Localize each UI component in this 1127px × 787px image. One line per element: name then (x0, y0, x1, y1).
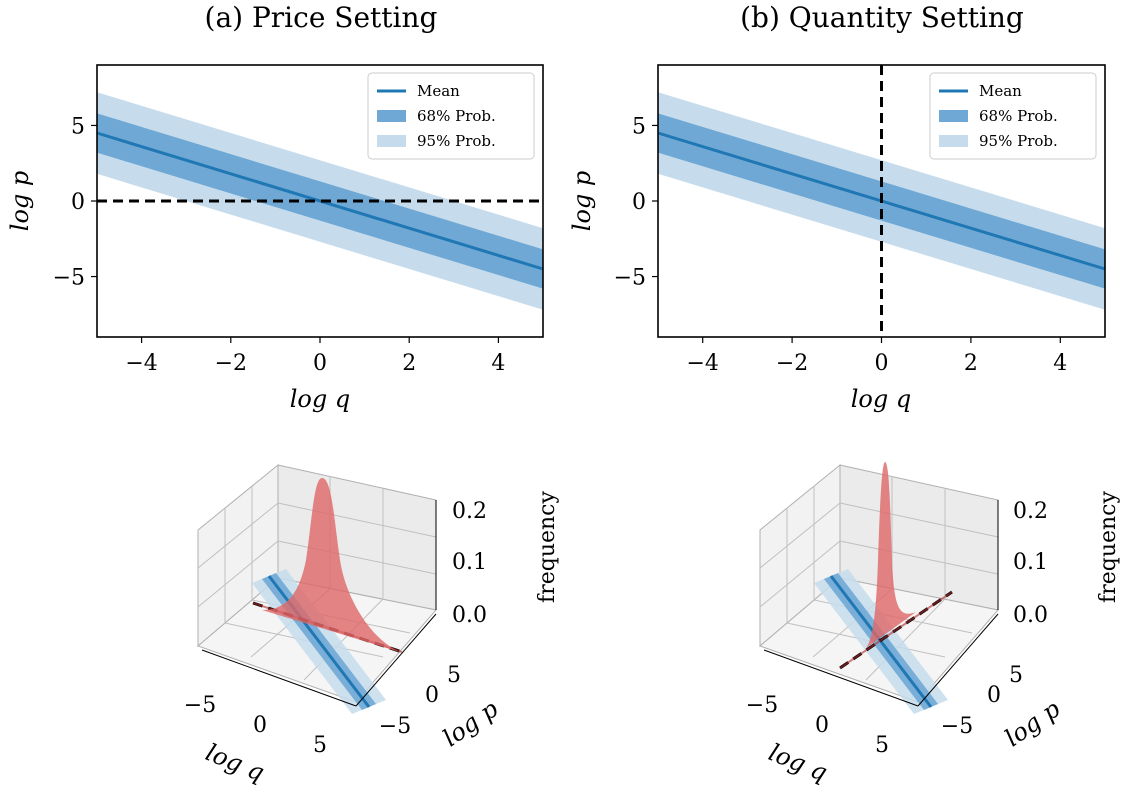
x-axis-label: log q (765, 738, 832, 787)
y-tick-label: −5 (379, 714, 411, 739)
y-tick-label: 0 (632, 190, 646, 215)
panel-b-xlabel: log q (851, 385, 911, 413)
panel-a-3d: 0.2 0.1 0.0 frequency −5 0 5 log q −5 0 … (184, 463, 560, 787)
x-tick-label: −2 (215, 351, 247, 376)
panel-b-x-ticks: −4 −2 0 2 4 (686, 337, 1067, 376)
x-axis (201, 649, 357, 707)
x-tick-label: 4 (1053, 351, 1067, 376)
z-tick-label: 0.1 (1013, 550, 1048, 575)
y-tick-label: −5 (53, 266, 85, 291)
y-tick-label: 5 (447, 663, 461, 688)
x-tick-label: 2 (964, 351, 978, 376)
panel-a-xlabel: log q (290, 385, 350, 413)
x-tick-label: 0 (253, 713, 267, 738)
z-tick-label: 0.1 (452, 550, 487, 575)
y-tick-label: −5 (941, 714, 973, 739)
panel-b-y-ticks: −5 0 5 (614, 114, 658, 291)
y-tick-label: 5 (632, 114, 646, 139)
x-tick-label: −5 (184, 693, 216, 718)
legend-mean-label: Mean (979, 82, 1022, 100)
x-tick-label: 5 (875, 733, 889, 758)
density-surface (866, 462, 916, 648)
floor-mean-line (267, 575, 371, 708)
z-tick-label: 0.2 (1013, 499, 1048, 524)
legend-68-label: 68% Prob. (417, 107, 496, 125)
panel-a-legend: Mean 68% Prob. 95% Prob. (367, 72, 535, 160)
x-tick-label: 2 (402, 351, 416, 376)
y-axis-label: log p (1000, 695, 1066, 753)
z-tick-label: 0.0 (452, 603, 487, 628)
mean-line (96, 131, 544, 271)
legend-95-label: 95% Prob. (417, 132, 496, 150)
panel-b: (b) Quantity Setting −4 −2 0 2 4 −505 log q … (568, 1, 1106, 413)
panel-a-y-ticks: −5 0 5 (53, 114, 97, 291)
z-tick-label: 0.0 (1013, 603, 1048, 628)
legend-68-swatch (939, 110, 968, 122)
y-axis (355, 613, 437, 707)
z-ticks: 0.2 0.1 0.0 (452, 499, 487, 628)
density-surface (262, 478, 400, 652)
legend-68-label: 68% Prob. (979, 107, 1058, 125)
y-tick-label: 0 (71, 190, 85, 215)
legend-mean-label: Mean (417, 82, 460, 100)
y-tick-label: 5 (1009, 663, 1023, 688)
x-tick-label: −4 (686, 351, 718, 376)
x-tick-label: 4 (491, 351, 505, 376)
panel-b-title: (b) Quantity Setting (740, 1, 1024, 34)
legend-95-label: 95% Prob. (979, 132, 1058, 150)
x-axis-label: log q (202, 738, 269, 787)
y-tick-label: 0 (987, 683, 1001, 708)
x-tick-label: 0 (313, 351, 327, 376)
z-tick-label: 0.2 (452, 499, 487, 524)
z-ticks: 0.2 0.1 0.0 (1013, 499, 1048, 628)
y-axis (917, 613, 999, 707)
y-axis-label: log p (438, 695, 504, 753)
legend-68-swatch (377, 110, 406, 122)
y-tick-label: 0 (425, 683, 439, 708)
x-tick-label: 0 (875, 351, 889, 376)
panel-b-legend: Mean 68% Prob. 95% Prob. (929, 72, 1097, 160)
y-tick-label: −5 (614, 266, 646, 291)
panel-a-plot-area (96, 92, 544, 310)
y-tick-label: 5 (71, 114, 85, 139)
panel-a: (a) Price Setting −4 −2 0 2 4 −5 0 5 log q log… (6, 1, 544, 413)
x-tick-label: 0 (815, 713, 829, 738)
legend-95-swatch (939, 135, 968, 147)
floor-reference-overlay (839, 591, 953, 669)
legend-95-swatch (377, 135, 406, 147)
panel-a-title: (a) Price Setting (205, 1, 438, 34)
panel-b-plot-area (657, 65, 1106, 337)
z-axis-label: frequency (535, 490, 560, 602)
x-tick-label: 5 (313, 733, 327, 758)
x-tick-label: −4 (125, 351, 157, 376)
panel-a-x-ticks: −4 −2 0 2 4 (125, 337, 505, 376)
panel-a-ylabel: log p (6, 171, 34, 231)
panel-b-ylabel: log p (568, 171, 596, 231)
x-axis (763, 649, 919, 707)
x-tick-label: −2 (776, 351, 808, 376)
x-tick-label: −5 (746, 693, 778, 718)
panel-b-3d: 0.2 0.1 0.0 frequency −5 0 5 log q −5 0 … (746, 462, 1121, 787)
z-axis-label: frequency (1096, 490, 1121, 602)
